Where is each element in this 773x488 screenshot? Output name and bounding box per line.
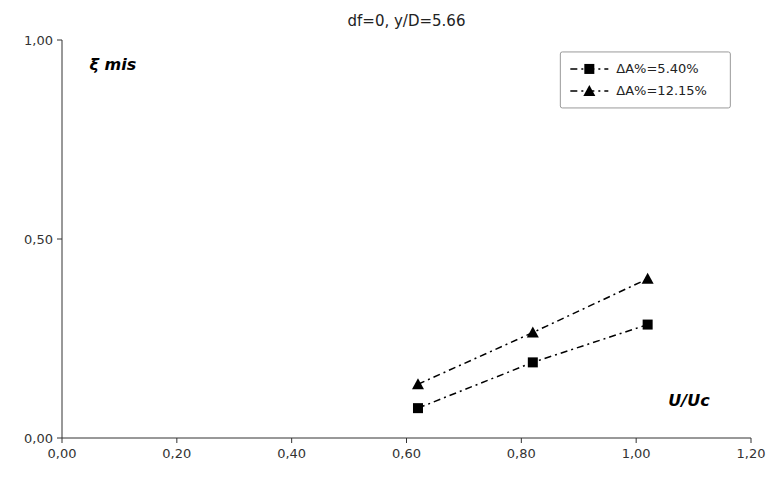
x-tick-label: 1,00 bbox=[622, 446, 651, 461]
y-tick bbox=[57, 438, 62, 439]
x-tick bbox=[636, 438, 637, 443]
plot-area bbox=[412, 273, 654, 413]
legend-marker bbox=[583, 85, 595, 96]
x-tick bbox=[751, 438, 752, 443]
x-tick-label: 0,20 bbox=[162, 446, 191, 461]
series-line bbox=[418, 325, 648, 409]
y-tick bbox=[57, 239, 62, 240]
axes: 0,00 0,20 0,40 0,60 0,80 1,00 1,20 0,00 0,50 1,00 bbox=[24, 33, 765, 462]
x-tick bbox=[176, 438, 177, 443]
annotation: ξ mis bbox=[90, 55, 137, 74]
y-tick-label: 0,00 bbox=[24, 431, 53, 446]
x-tick-label: 0,60 bbox=[392, 446, 421, 461]
legend: ΔA%=5.40% ΔA%=12.15% bbox=[560, 52, 730, 108]
y-tick-label: 1,00 bbox=[24, 33, 53, 48]
data-point bbox=[413, 403, 423, 413]
legend-label: ΔA%=12.15% bbox=[616, 83, 707, 98]
x-tick bbox=[62, 438, 63, 443]
series bbox=[412, 273, 654, 389]
data-point bbox=[527, 327, 539, 338]
x-tick bbox=[406, 438, 407, 443]
x-tick-label: 0,40 bbox=[277, 446, 306, 461]
x-tick bbox=[291, 438, 292, 443]
data-point bbox=[643, 320, 653, 330]
y-tick-label: 0,50 bbox=[24, 232, 53, 247]
series bbox=[413, 320, 653, 414]
data-point bbox=[528, 357, 538, 367]
x-tick-label: 1,20 bbox=[737, 446, 766, 461]
legend-label: ΔA%=5.40% bbox=[616, 61, 698, 76]
x-tick bbox=[521, 438, 522, 443]
y-tick bbox=[57, 40, 62, 41]
title: df=0, y/D=5.66 bbox=[348, 12, 466, 30]
annotation: U/Uc bbox=[668, 391, 710, 410]
chart: df=0, y/D=5.66 0,00 0,20 0,40 0,60 0,80 1,00 1,… bbox=[0, 0, 773, 488]
data-point bbox=[642, 273, 654, 284]
legend-marker bbox=[584, 64, 594, 74]
x-tick-label: 0,80 bbox=[507, 446, 536, 461]
data-point bbox=[412, 378, 424, 389]
legend-box bbox=[560, 52, 730, 108]
x-tick-label: 0,00 bbox=[48, 446, 77, 461]
series-line bbox=[418, 279, 648, 384]
